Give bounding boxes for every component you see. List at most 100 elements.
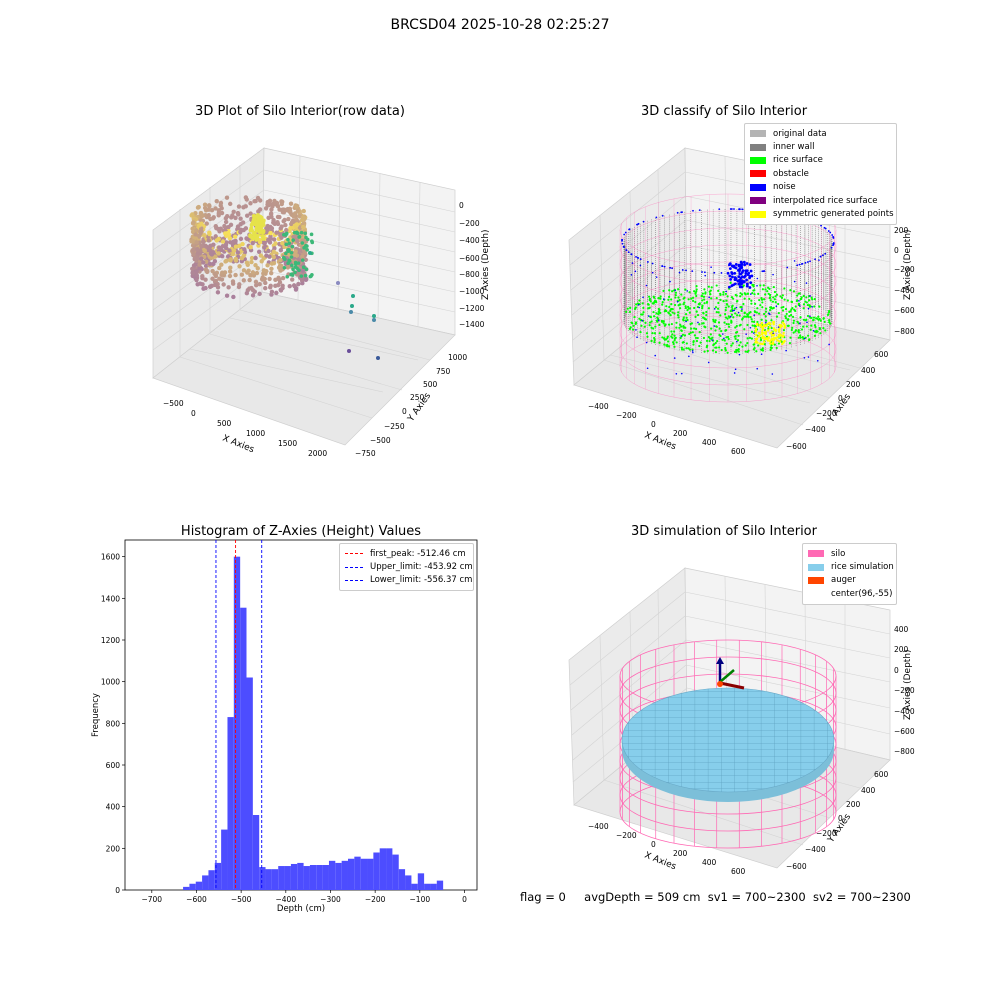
noise-point bbox=[722, 333, 724, 335]
raw-point bbox=[300, 258, 305, 262]
rice-surface-point bbox=[714, 320, 717, 324]
rice-surface-point bbox=[696, 336, 699, 340]
rice-surface-point bbox=[742, 302, 745, 306]
hist-ytick-label: 400 bbox=[106, 803, 121, 812]
symmetric-point bbox=[754, 330, 758, 333]
raw-point bbox=[266, 215, 271, 220]
outlier-point bbox=[308, 251, 312, 255]
raw-point bbox=[206, 213, 211, 218]
symmetric-point bbox=[756, 341, 759, 344]
raw-point bbox=[274, 230, 279, 235]
raw-point bbox=[216, 251, 221, 256]
raw-point bbox=[280, 275, 286, 281]
symmetric-point bbox=[760, 321, 764, 325]
noise-point bbox=[739, 263, 743, 267]
raw-point bbox=[284, 242, 289, 247]
noise-point bbox=[623, 233, 626, 236]
p1-ztick: −200 bbox=[459, 219, 480, 228]
rice-surface-point bbox=[676, 288, 680, 291]
raw-point bbox=[256, 216, 261, 221]
rice-surface-point bbox=[653, 338, 656, 341]
rice-surface-point bbox=[705, 310, 708, 314]
rice-surface-point bbox=[716, 307, 720, 310]
hist-xtick-label: −100 bbox=[410, 895, 431, 904]
noise-point bbox=[814, 258, 816, 261]
noise-point bbox=[657, 319, 660, 322]
raw-point bbox=[231, 294, 236, 300]
rice-surface-point bbox=[652, 327, 655, 330]
rice-surface-point bbox=[703, 298, 706, 301]
rice-surface-point bbox=[678, 303, 681, 306]
rice-surface-point bbox=[710, 286, 713, 289]
noise-point bbox=[639, 258, 642, 261]
rice-surface-point bbox=[678, 326, 681, 329]
noise-point bbox=[733, 309, 735, 312]
noise-point bbox=[737, 282, 741, 286]
rice-surface-point bbox=[683, 334, 687, 337]
raw-point bbox=[294, 204, 299, 209]
noise-point bbox=[641, 319, 643, 322]
p2-xtick: 400 bbox=[702, 438, 717, 447]
raw-point bbox=[303, 277, 309, 282]
rice-surface-point bbox=[738, 314, 741, 317]
rice-surface-point bbox=[796, 299, 799, 302]
rice-surface-point bbox=[659, 297, 662, 300]
legend-swatch bbox=[750, 143, 766, 151]
rice-surface-point bbox=[694, 336, 698, 340]
raw-point bbox=[271, 254, 276, 260]
rice-surface-point bbox=[768, 308, 772, 312]
noise-point bbox=[806, 261, 809, 263]
noise-point bbox=[745, 262, 749, 265]
rice-surface-point bbox=[725, 322, 728, 326]
rice-surface-point bbox=[742, 284, 745, 287]
noise-point bbox=[669, 266, 672, 269]
noise-point bbox=[756, 284, 758, 287]
raw-point bbox=[272, 246, 277, 251]
legend-label: auger bbox=[831, 575, 856, 586]
rice-surface-point bbox=[695, 294, 698, 298]
rice-surface-point bbox=[751, 320, 754, 323]
hist-bar bbox=[303, 866, 310, 890]
raw-point bbox=[290, 277, 295, 282]
raw-point bbox=[258, 230, 263, 235]
rice-surface-point bbox=[667, 311, 670, 314]
rice-surface-point bbox=[648, 324, 651, 327]
symmetric-point bbox=[761, 335, 765, 338]
noise-point bbox=[738, 272, 742, 276]
rice-surface-point bbox=[693, 334, 696, 337]
rice-surface-point bbox=[735, 300, 739, 303]
hist-legend: first_peak: -512.46 cm Upper_limit: -453… bbox=[339, 543, 474, 592]
noise-point bbox=[738, 208, 741, 211]
p4-xtick: 0 bbox=[651, 840, 656, 849]
raw-point bbox=[223, 219, 229, 225]
raw-point bbox=[286, 237, 290, 242]
rice-surface-point bbox=[671, 333, 674, 336]
panel2-ticks: −400 −200 0 200 400 600 −600 −400 −200 0… bbox=[588, 226, 915, 456]
symmetric-point bbox=[765, 337, 769, 340]
raw-point bbox=[283, 222, 288, 228]
hist-vlines bbox=[215, 540, 263, 890]
rice-surface-point bbox=[764, 293, 767, 296]
rice-surface-point bbox=[730, 313, 734, 316]
rice-surface-point bbox=[712, 344, 715, 347]
rice-surface-point bbox=[770, 326, 773, 330]
raw-point bbox=[271, 237, 277, 242]
raw-point bbox=[301, 265, 306, 270]
rice-surface-point bbox=[788, 310, 791, 313]
raw-point bbox=[278, 257, 283, 263]
rice-surface-point bbox=[634, 306, 637, 309]
noise-point bbox=[710, 266, 712, 268]
rice-surface-point bbox=[758, 298, 761, 302]
rice-surface-point bbox=[686, 305, 690, 309]
rice-surface-point bbox=[688, 332, 691, 336]
symmetric-point bbox=[767, 329, 770, 332]
rice-surface-point bbox=[690, 327, 693, 330]
rice-surface-point bbox=[796, 294, 799, 297]
symmetric-point bbox=[761, 331, 764, 334]
hist-bar bbox=[328, 860, 336, 890]
rice-surface-point bbox=[660, 320, 664, 323]
rice-surface-point bbox=[744, 293, 747, 296]
raw-point bbox=[291, 238, 296, 242]
rice-surface-point bbox=[769, 348, 772, 351]
legend-label: first_peak: -512.46 cm bbox=[370, 548, 466, 559]
